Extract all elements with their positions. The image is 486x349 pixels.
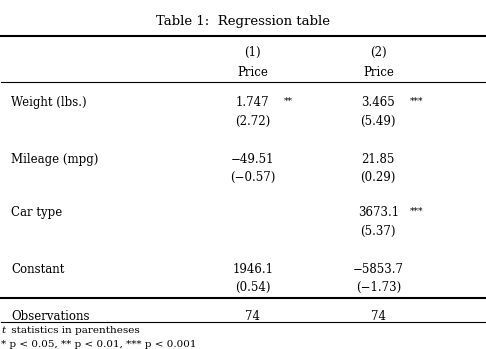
Text: (−0.57): (−0.57) bbox=[230, 171, 276, 184]
Text: 1946.1: 1946.1 bbox=[232, 263, 273, 276]
Text: ***: *** bbox=[410, 96, 423, 105]
Text: Car type: Car type bbox=[11, 206, 62, 219]
Text: (2.72): (2.72) bbox=[235, 115, 270, 128]
Text: **: ** bbox=[284, 96, 293, 105]
Text: (5.49): (5.49) bbox=[361, 115, 396, 128]
Text: statistics in parentheses: statistics in parentheses bbox=[8, 326, 139, 335]
Text: (1): (1) bbox=[244, 46, 261, 59]
Text: (0.29): (0.29) bbox=[361, 171, 396, 184]
Text: Price: Price bbox=[363, 66, 394, 79]
Text: (2): (2) bbox=[370, 46, 387, 59]
Text: (5.37): (5.37) bbox=[361, 225, 396, 238]
Text: t: t bbox=[1, 326, 5, 335]
Text: Observations: Observations bbox=[11, 310, 89, 322]
Text: ***: *** bbox=[410, 206, 423, 215]
Text: 74: 74 bbox=[245, 310, 260, 322]
Text: Price: Price bbox=[237, 66, 268, 79]
Text: Constant: Constant bbox=[11, 263, 65, 276]
Text: (−1.73): (−1.73) bbox=[356, 281, 401, 294]
Text: Mileage (mpg): Mileage (mpg) bbox=[11, 153, 99, 166]
Text: 3673.1: 3673.1 bbox=[358, 206, 399, 219]
Text: 3.465: 3.465 bbox=[362, 96, 395, 109]
Text: −49.51: −49.51 bbox=[231, 153, 275, 166]
Text: 1.747: 1.747 bbox=[236, 96, 269, 109]
Text: 21.85: 21.85 bbox=[362, 153, 395, 166]
Text: −5853.7: −5853.7 bbox=[353, 263, 404, 276]
Text: Weight (lbs.): Weight (lbs.) bbox=[11, 96, 87, 109]
Text: (0.54): (0.54) bbox=[235, 281, 270, 294]
Text: Table 1:  Regression table: Table 1: Regression table bbox=[156, 15, 330, 28]
Text: 74: 74 bbox=[371, 310, 386, 322]
Text: * p < 0.05, ** p < 0.01, *** p < 0.001: * p < 0.05, ** p < 0.01, *** p < 0.001 bbox=[1, 340, 197, 349]
